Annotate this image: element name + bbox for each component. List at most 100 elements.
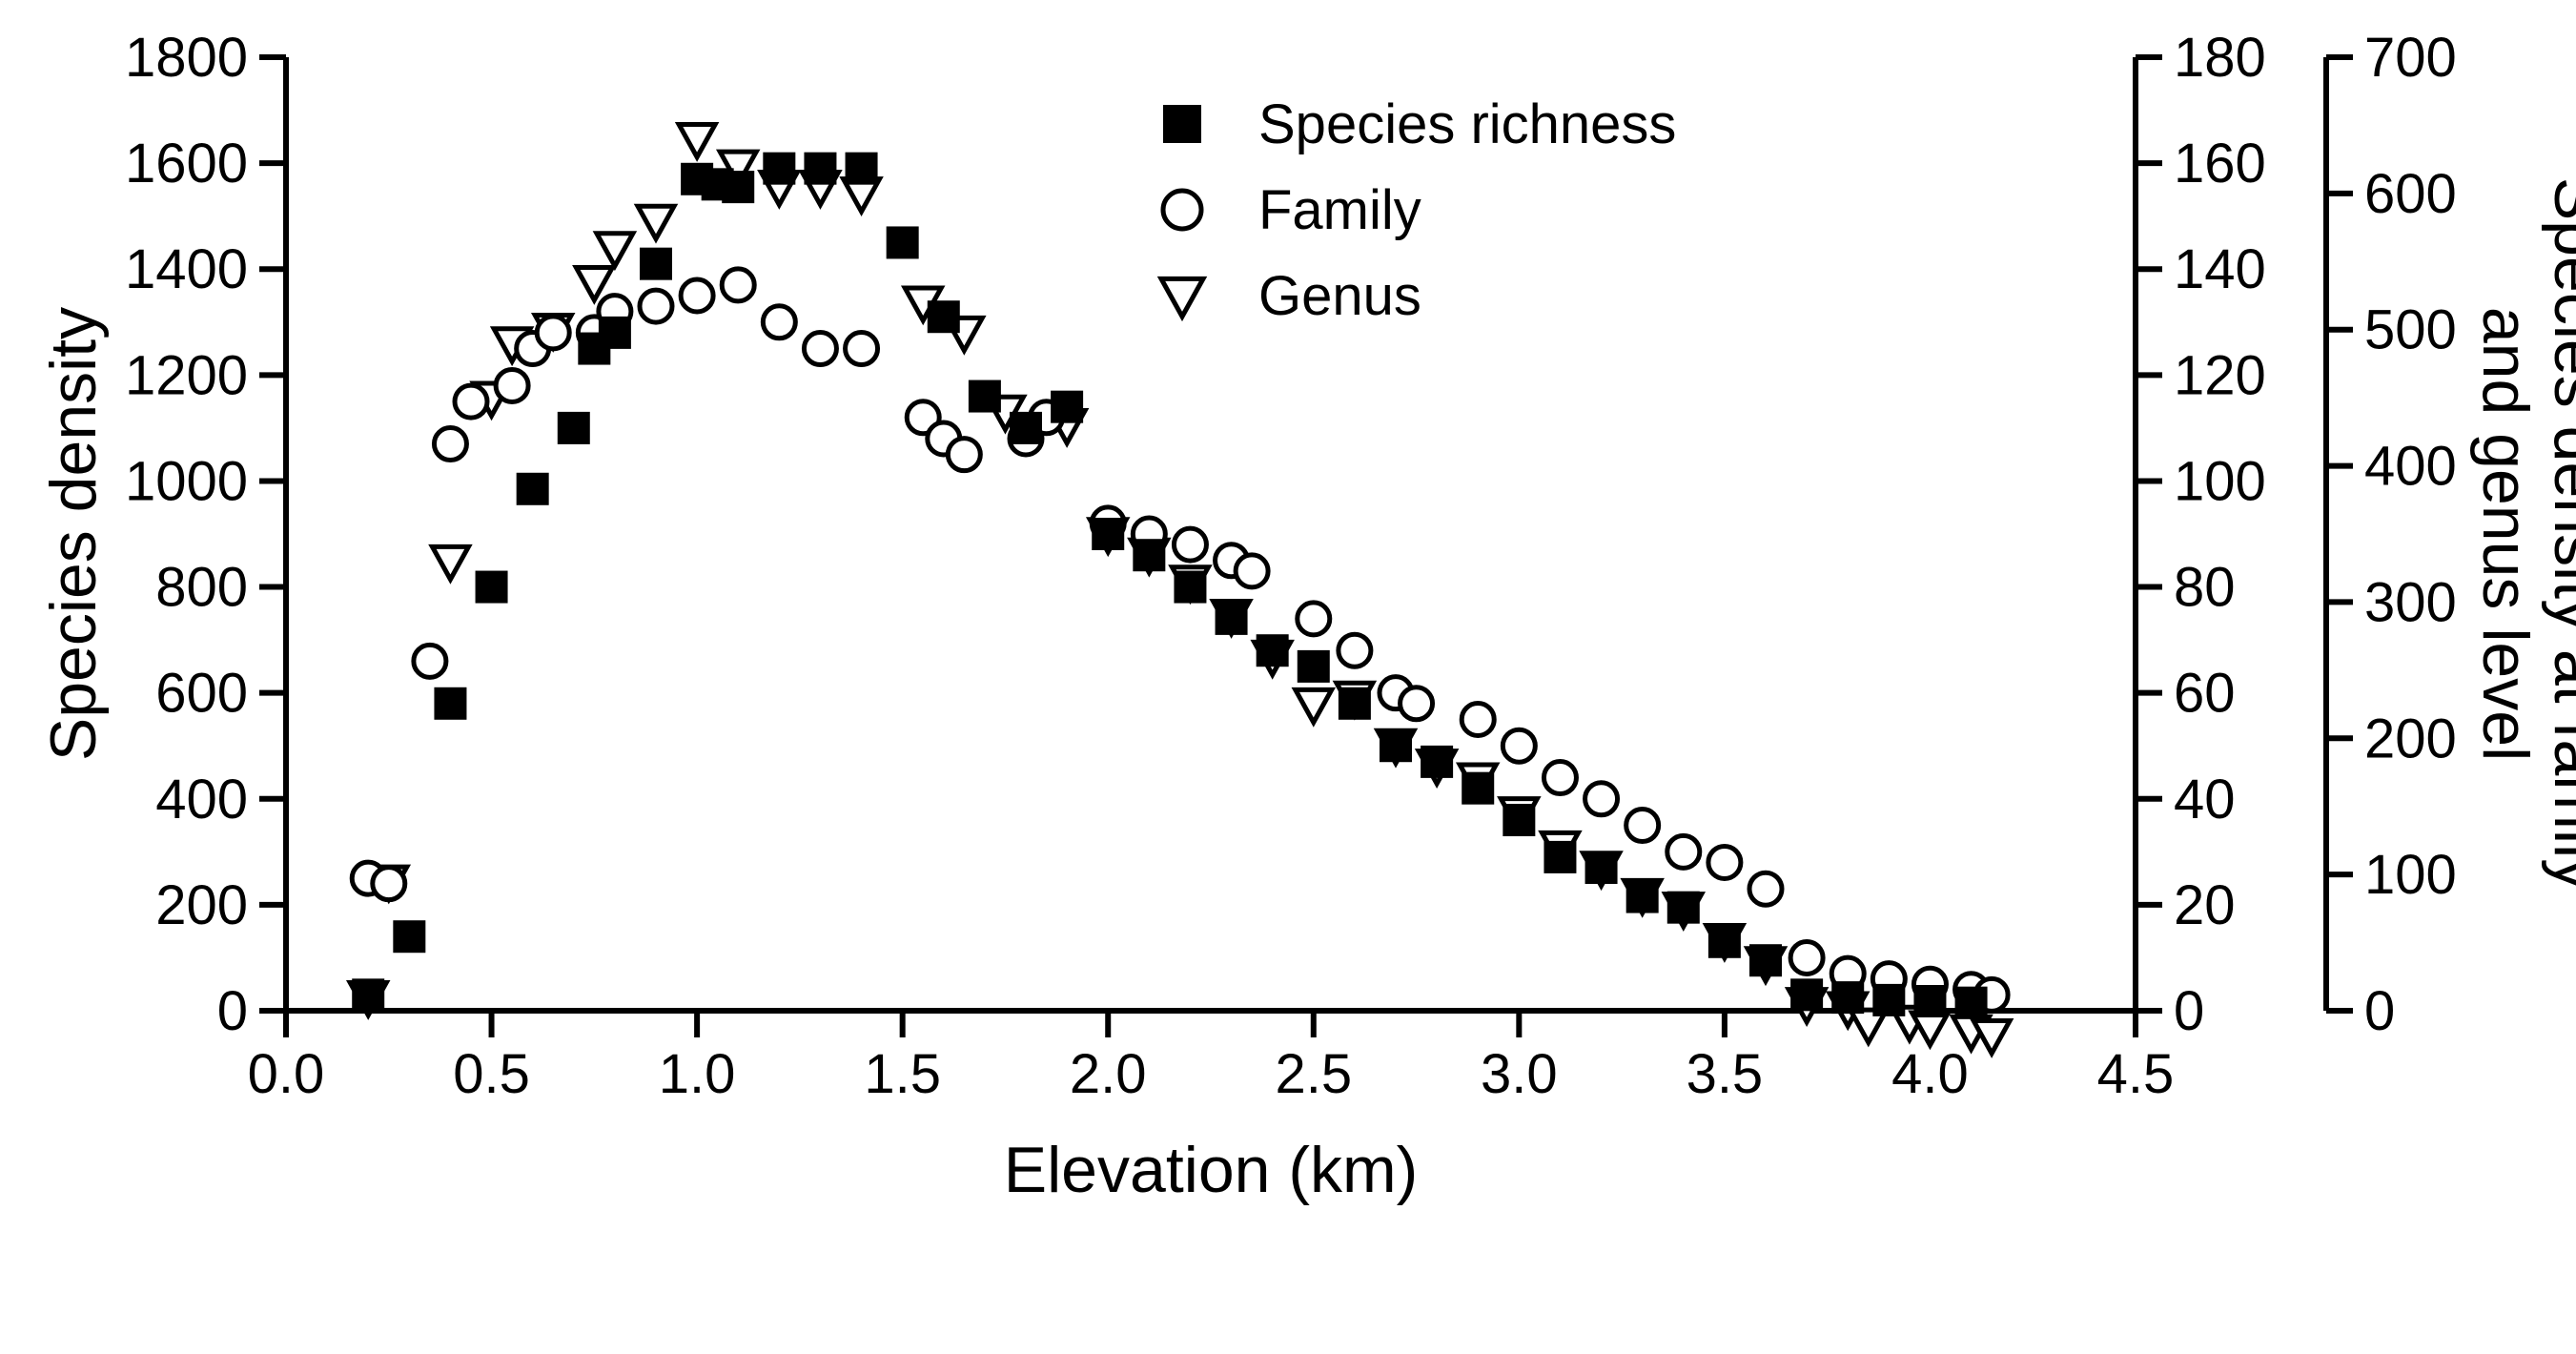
y-right1-tick-label: 140	[2174, 238, 2266, 300]
species-point	[1503, 804, 1535, 836]
x-tick-label: 2.5	[1275, 1043, 1352, 1105]
family-point	[846, 333, 878, 365]
y-right1-tick-label: 180	[2174, 27, 2266, 89]
species-point	[434, 687, 466, 720]
species-point	[763, 153, 795, 185]
species-point	[1626, 881, 1659, 913]
y-right2-tick-label: 200	[2364, 708, 2457, 769]
x-tick-label: 4.5	[2097, 1043, 2175, 1105]
y-right1-tick-label: 120	[2174, 344, 2266, 406]
y-left-tick-label: 1800	[125, 27, 248, 89]
family-point	[1790, 941, 1823, 974]
family-point	[763, 306, 795, 338]
legend: Species richnessFamilyGenus	[1161, 93, 1676, 327]
species-point	[1133, 539, 1165, 571]
species-point	[804, 153, 836, 185]
species-point	[352, 978, 384, 1011]
legend-label: Family	[1258, 179, 1421, 241]
y-right1-tick-label: 100	[2174, 450, 2266, 512]
family-point	[373, 868, 405, 900]
y-left-tick-label: 0	[217, 980, 248, 1042]
species-point	[1667, 892, 1700, 924]
legend-label: Species richness	[1258, 93, 1676, 155]
family-point	[537, 317, 569, 349]
x-tick-label: 0.5	[453, 1043, 530, 1105]
family-point	[1462, 703, 1494, 735]
y-right2-tick-label: 100	[2364, 844, 2457, 906]
x-tick-label: 4.0	[1891, 1043, 1969, 1105]
family-point	[1544, 762, 1576, 794]
species-point	[722, 171, 754, 203]
x-ticks: 0.00.51.01.52.02.53.03.54.04.5	[248, 1011, 2175, 1105]
family-point	[414, 645, 446, 677]
chart-svg: 0.00.51.01.52.02.53.03.54.04.50200400600…	[0, 0, 2576, 1354]
species-point	[517, 473, 549, 505]
family-point	[948, 439, 980, 471]
y-right2-tick-label: 500	[2364, 299, 2457, 361]
y-right-axis-label: Species density at familyand genus level	[2469, 177, 2576, 891]
series-family	[352, 269, 2008, 1011]
y-right1-tick-label: 160	[2174, 133, 2266, 195]
x-tick-label: 2.0	[1070, 1043, 1147, 1105]
y-right1-tick-label: 20	[2174, 874, 2236, 936]
x-tick-label: 0.0	[248, 1043, 325, 1105]
y-left-tick-label: 600	[155, 663, 248, 725]
species-point	[476, 571, 508, 604]
legend-marker-circle	[1163, 191, 1201, 229]
family-point	[722, 269, 754, 301]
species-point	[1790, 978, 1823, 1011]
family-point	[1626, 810, 1659, 842]
y-right1-tick-label: 40	[2174, 769, 2236, 831]
species-point	[846, 153, 878, 185]
data-group	[350, 125, 2010, 1054]
y-left-tick-label: 800	[155, 557, 248, 619]
y-right2-ticks: 0100200300400500600700	[2326, 27, 2457, 1042]
family-point	[434, 428, 466, 461]
x-tick-label: 1.0	[659, 1043, 736, 1105]
genus-point	[432, 546, 468, 579]
species-point	[1051, 391, 1083, 423]
family-point	[1339, 634, 1371, 667]
family-point	[1298, 603, 1330, 635]
legend-marker-square	[1163, 105, 1201, 143]
family-point	[1503, 729, 1535, 762]
y-right1-tick-label: 80	[2174, 557, 2236, 619]
family-point	[1749, 872, 1782, 905]
species-point	[640, 248, 672, 280]
y-left-axis-label: Species density	[37, 307, 110, 761]
y-left-tick-label: 200	[155, 874, 248, 936]
family-point	[1174, 528, 1206, 561]
species-point	[599, 317, 631, 349]
family-point	[1585, 783, 1618, 815]
species-point	[1092, 518, 1124, 550]
y-right1-ticks: 020406080100120140160180	[2136, 27, 2266, 1042]
y-right2-tick-label: 300	[2364, 571, 2457, 633]
x-axis-label: Elevation (km)	[1004, 1134, 1419, 1206]
species-point	[1749, 944, 1782, 976]
y-right1-tick-label: 0	[2174, 980, 2204, 1042]
y-left-tick-label: 1000	[125, 450, 248, 512]
species-point	[1257, 634, 1289, 667]
family-point	[640, 290, 672, 322]
x-tick-label: 3.0	[1481, 1043, 1558, 1105]
species-point	[1544, 841, 1576, 873]
family-point	[1400, 687, 1433, 720]
y-left-tick-label: 1400	[125, 238, 248, 300]
species-point	[1216, 603, 1248, 635]
family-point	[681, 279, 713, 312]
genus-point	[679, 125, 715, 157]
x-tick-label: 1.5	[864, 1043, 941, 1105]
y-right2-tick-label: 0	[2364, 980, 2395, 1042]
species-point	[558, 412, 590, 444]
family-point	[1236, 555, 1268, 587]
genus-point	[638, 206, 674, 238]
species-point	[1955, 987, 1988, 1019]
species-point	[1462, 772, 1494, 805]
family-point	[496, 369, 528, 401]
species-point	[1585, 851, 1618, 884]
species-point	[887, 226, 919, 258]
family-point	[455, 385, 487, 418]
species-point	[1708, 926, 1741, 958]
species-point	[1339, 687, 1371, 720]
species-point	[1380, 729, 1412, 762]
